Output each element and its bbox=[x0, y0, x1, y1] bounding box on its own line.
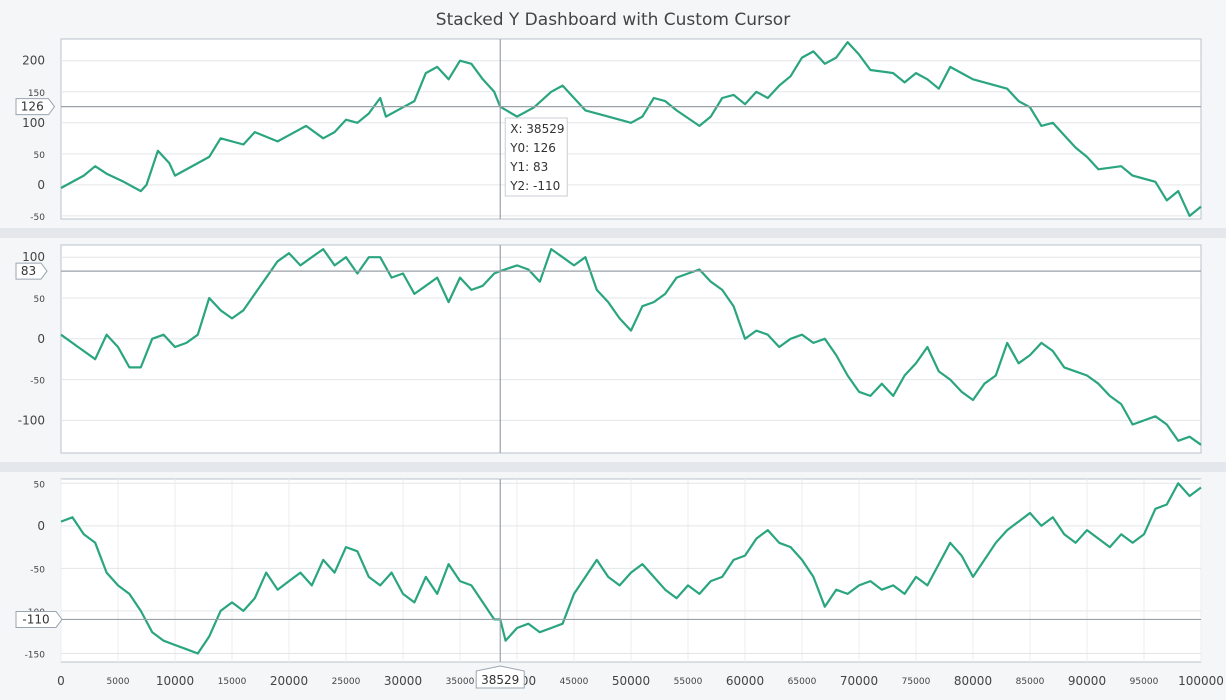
y-tick-label: 0 bbox=[37, 332, 45, 346]
tooltip-box bbox=[504, 117, 568, 197]
y-tick-label: 50 bbox=[34, 151, 46, 161]
y-tick-label: -50 bbox=[30, 213, 45, 223]
y-cursor-marker: -110 bbox=[15, 610, 63, 628]
marker-box bbox=[475, 665, 525, 689]
y-cursor-marker: 83 bbox=[15, 262, 48, 280]
x-tick-label-minor: 35000 bbox=[446, 677, 475, 687]
x-tick-label: 70000 bbox=[840, 674, 878, 688]
y-tick-label: 100 bbox=[22, 116, 45, 130]
y-cursor-value: 83 bbox=[21, 264, 36, 278]
tooltip-line: Y0: 126 bbox=[509, 141, 556, 155]
y-tick-label: 100 bbox=[22, 250, 45, 264]
x-tick-label-minor: 55000 bbox=[674, 677, 703, 687]
tooltip-line: Y2: -110 bbox=[509, 179, 560, 193]
x-tick-label: 20000 bbox=[270, 674, 308, 688]
y-tick-label: -50 bbox=[30, 565, 45, 575]
x-tick-label: 60000 bbox=[726, 674, 764, 688]
cursor-tooltip: X: 38529 Y0: 126 Y1: 83 Y2: -110 bbox=[504, 117, 568, 197]
x-tick-label-minor: 15000 bbox=[218, 677, 247, 687]
y-cursor-marker: 126 bbox=[15, 98, 56, 116]
plot-area bbox=[60, 38, 1202, 220]
marker-box bbox=[15, 98, 56, 116]
x-tick-label: 90000 bbox=[1068, 674, 1106, 688]
x-tick-label-minor: 75000 bbox=[902, 677, 931, 687]
series-line-y0 bbox=[60, 41, 1202, 217]
x-tick-label-minor: 65000 bbox=[788, 677, 817, 687]
chart-panels: 0100200-5050150-1000100-50500-150-100-50… bbox=[18, 38, 1202, 663]
marker-box bbox=[15, 262, 48, 280]
x-tick-label-minor: 85000 bbox=[1016, 677, 1045, 687]
y-tick-label: 50 bbox=[34, 295, 46, 305]
y-tick-label: -100 bbox=[18, 413, 45, 427]
y-tick-label: 0 bbox=[37, 519, 45, 533]
plot-area bbox=[60, 244, 1202, 454]
x-tick-label: 0 bbox=[57, 674, 65, 688]
panel-y1: -100 0 100 -50 50 bbox=[18, 244, 1202, 454]
y-tick-label: -150 bbox=[25, 650, 46, 660]
panel-separator-top bbox=[0, 228, 1226, 238]
tooltip-line: Y1: 83 bbox=[509, 160, 548, 174]
panel-separator-bottom bbox=[0, 462, 1226, 472]
x-tick-label: 30000 bbox=[384, 674, 422, 688]
x-tick-label: 100000 bbox=[1178, 674, 1224, 688]
marker-box bbox=[15, 610, 63, 628]
y-tick-label: 50 bbox=[34, 480, 46, 490]
x-tick-label-minor: 25000 bbox=[332, 677, 361, 687]
series-line-y1 bbox=[60, 248, 1202, 446]
x-tick-label-minor: 95000 bbox=[1130, 677, 1159, 687]
x-tick-label: 10000 bbox=[156, 674, 194, 688]
tooltip-line: X: 38529 bbox=[510, 122, 564, 136]
x-tick-label-minor: 45000 bbox=[560, 677, 589, 687]
x-tick-label: 80000 bbox=[954, 674, 992, 688]
y-cursor-value: 126 bbox=[21, 100, 44, 114]
x-cursor-marker: 38529 bbox=[475, 665, 525, 689]
x-axis: 0100002000030000400005000060000700008000… bbox=[57, 674, 1224, 688]
custom-cursor[interactable]: 126 83 -110 38529 X: 38529 Y0: 126 Y1: 83 Y2: -… bbox=[15, 39, 1201, 689]
y-tick-label: 0 bbox=[37, 178, 45, 192]
y-cursor-value: -110 bbox=[22, 612, 49, 626]
x-tick-label: 50000 bbox=[612, 674, 650, 688]
y-tick-label: 200 bbox=[22, 54, 45, 68]
x-tick-label-minor: 5000 bbox=[107, 677, 130, 687]
x-cursor-value: 38529 bbox=[481, 673, 519, 687]
y-tick-label: 150 bbox=[28, 89, 45, 99]
y-tick-label: -50 bbox=[30, 377, 45, 387]
panel-y0: 0 100 200 -50 50 150 bbox=[22, 38, 1202, 223]
series-line-y2 bbox=[60, 482, 1202, 655]
chart-title: Stacked Y Dashboard with Custom Cursor bbox=[435, 10, 791, 30]
